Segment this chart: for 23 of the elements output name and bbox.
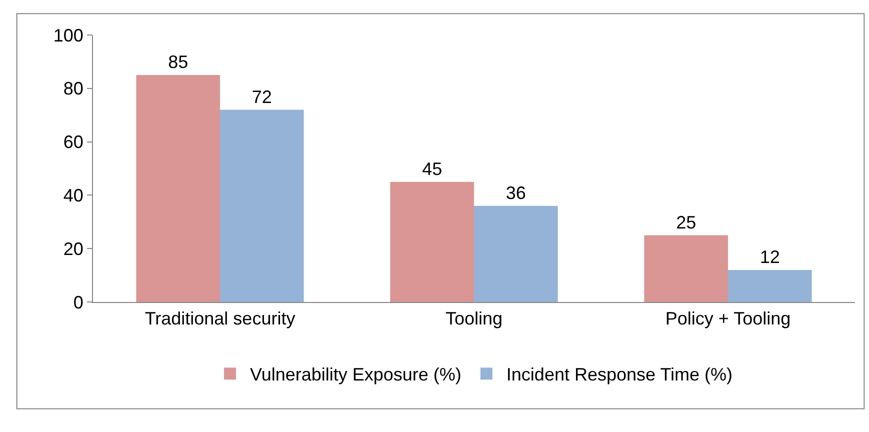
- data-label: 45: [422, 158, 442, 179]
- legend-label: Vulnerability Exposure (%): [250, 364, 462, 385]
- data-label: 72: [252, 86, 272, 107]
- x-tick-label: Traditional security: [144, 308, 296, 329]
- x-tick-label: Policy + Tooling: [665, 308, 791, 329]
- x-tick-label: Tooling: [445, 308, 503, 329]
- data-label: 25: [676, 212, 696, 232]
- bar: [728, 270, 812, 302]
- y-tick-label: 0: [73, 292, 84, 312]
- y-tick-label: 60: [63, 132, 84, 152]
- y-tick-label: 20: [63, 238, 84, 259]
- bar: [644, 235, 728, 302]
- bar: [220, 110, 304, 302]
- data-label: 36: [506, 182, 526, 203]
- legend-label: Incident Response Time (%): [506, 364, 733, 385]
- y-tick-label: 100: [53, 25, 84, 46]
- bar: [136, 75, 220, 302]
- y-tick-label: 40: [63, 186, 84, 206]
- bar: [474, 206, 558, 302]
- y-tick-label: 80: [63, 78, 84, 99]
- data-label: 85: [168, 52, 188, 72]
- data-label: 12: [760, 246, 780, 267]
- bar: [390, 182, 474, 302]
